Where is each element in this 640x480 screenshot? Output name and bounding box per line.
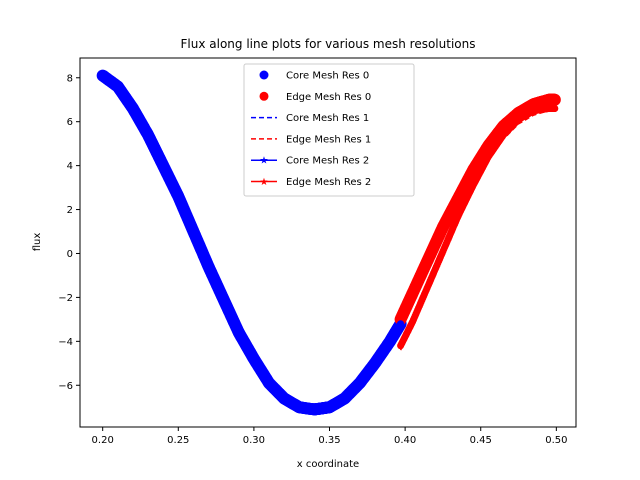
series-edge-mesh-res-2 <box>397 105 559 350</box>
star-icon: ★ <box>260 156 269 167</box>
data-point <box>548 93 561 106</box>
data-point <box>551 105 559 113</box>
chart-title: Flux along line plots for various mesh r… <box>181 37 476 51</box>
y-tick-label: −4 <box>58 337 73 348</box>
legend-item: Core Mesh Res 1 <box>251 113 369 124</box>
series-core-mesh-res-2 <box>99 73 405 413</box>
legend-label: Edge Mesh Res 0 <box>286 92 371 103</box>
series-edge-mesh-res-1 <box>399 109 555 351</box>
legend-marker <box>259 91 269 101</box>
y-tick-label: 2 <box>67 205 73 216</box>
legend-item: Core Mesh Res 0 <box>259 70 369 82</box>
legend-frame <box>243 63 415 197</box>
star-icon: ★ <box>260 177 269 188</box>
x-tick-label: 0.40 <box>394 435 416 446</box>
legend-label: Core Mesh Res 0 <box>286 71 369 82</box>
y-tick-label: 6 <box>67 117 73 128</box>
legend-item: Edge Mesh Res 1 <box>251 134 371 145</box>
data-point <box>397 320 405 328</box>
legend-marker <box>259 70 269 80</box>
legend-label: Core Mesh Res 1 <box>286 113 369 124</box>
legend-label: Edge Mesh Res 2 <box>286 177 371 188</box>
y-axis-label: flux <box>32 233 43 252</box>
y-axis: −6 −4 −2 0 2 4 6 8 <box>58 73 80 392</box>
x-axis: 0.20 0.25 0.30 0.35 0.40 0.45 0.50 <box>92 427 567 446</box>
x-tick-label: 0.50 <box>545 435 567 446</box>
legend-item: ★ Edge Mesh Res 2 <box>251 177 371 188</box>
y-tick-label: −6 <box>58 381 73 392</box>
y-tick-label: −2 <box>58 293 73 304</box>
y-tick-label: 8 <box>67 73 73 84</box>
x-tick-label: 0.35 <box>318 435 340 446</box>
x-axis-label: x coordinate <box>297 459 359 470</box>
series-line <box>399 107 555 347</box>
y-tick-label: 4 <box>67 161 73 172</box>
axes-frame <box>79 57 577 428</box>
y-tick-label: 0 <box>67 249 73 260</box>
x-tick-label: 0.30 <box>243 435 265 446</box>
x-tick-label: 0.45 <box>470 435 492 446</box>
x-tick-label: 0.20 <box>92 435 114 446</box>
series-edge-mesh-res-0 <box>394 93 561 326</box>
legend-item: Edge Mesh Res 0 <box>259 91 371 103</box>
plot-area <box>96 69 561 416</box>
legend-item: ★ Core Mesh Res 2 <box>251 156 369 167</box>
legend: Core Mesh Res 0 Edge Mesh Res 0 Core Mesh … <box>243 63 415 197</box>
x-tick-label: 0.25 <box>167 435 189 446</box>
legend-label: Edge Mesh Res 1 <box>286 134 371 145</box>
series-line <box>399 109 555 351</box>
legend-label: Core Mesh Res 2 <box>286 156 369 167</box>
